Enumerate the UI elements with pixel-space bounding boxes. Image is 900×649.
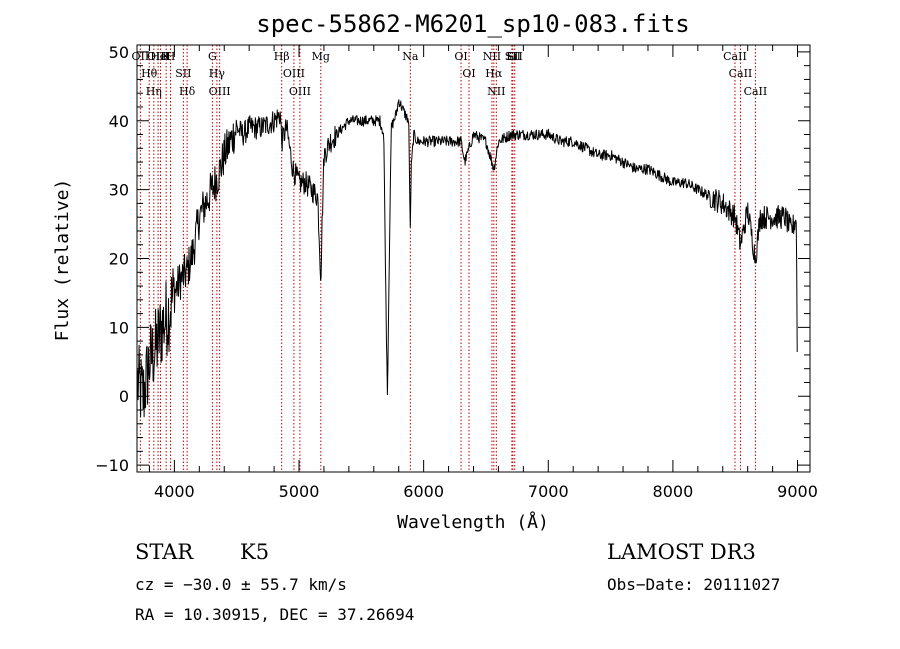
spectral-line-labels: OIIHθHηOIIIHeIKHSIIHδGHγOIIIHβOIIIOIIIMg… <box>132 50 768 98</box>
spectral-line-label: Li <box>506 50 517 63</box>
spectral-line-label: Hδ <box>179 85 196 98</box>
y-axis-label: Flux (relative) <box>52 179 73 342</box>
spectral-line-label: OIII <box>289 85 311 98</box>
spectrum-line <box>137 99 798 418</box>
spectral-line-label: Hθ <box>141 67 158 80</box>
chart-title: spec-55862-M6201_sp10-083.fits <box>256 10 689 38</box>
y-tick-label: 0 <box>119 387 129 406</box>
spectral-line-label: SII <box>507 50 523 63</box>
spectral-line-label: G <box>208 50 217 63</box>
spectral-line-label: Mg <box>312 50 330 63</box>
redshift-cz: cz = −30.0 ± 55.7 km/s <box>135 575 347 594</box>
plot-frame <box>136 44 811 473</box>
spectral-line-label: OI <box>462 67 475 80</box>
spectral-line-label: NII <box>483 50 501 63</box>
spectral-line-label: CaII <box>729 67 753 80</box>
y-tick-label: 20 <box>109 250 129 269</box>
spectral-line-label: Hη <box>146 85 162 98</box>
spectral-line-label: Hγ <box>209 67 226 80</box>
y-tick-label: 30 <box>109 181 129 200</box>
spectral-line-label: HeI <box>150 50 170 63</box>
spectral-line-label: Hα <box>485 67 503 80</box>
spectral-line-label: NII <box>487 85 505 98</box>
x-tick-label: 9000 <box>777 482 818 501</box>
x-tick-label: 6000 <box>403 482 444 501</box>
spectral-line-label: CaII <box>723 50 747 63</box>
spectral-line-label: Na <box>402 50 419 63</box>
spectral-line-label: Hβ <box>274 50 290 63</box>
observation-date: Obs−Date: 20111027 <box>607 575 780 594</box>
spectral-line-label: K <box>162 50 171 63</box>
x-tick-label: 5000 <box>279 482 320 501</box>
spectral-line-label: SII <box>175 67 191 80</box>
x-axis: 4000 5000 6000 7000 8000 9000 <box>148 45 818 501</box>
spectral-line-label: OIII <box>283 67 305 80</box>
spectral-line-label: H <box>166 50 176 63</box>
x-tick-label: 4000 <box>154 482 195 501</box>
survey-name: LAMOST DR3 <box>607 540 756 564</box>
spectral-line-label: SII <box>505 50 521 63</box>
object-class: STAR <box>135 540 194 564</box>
spectral-lines <box>139 45 756 472</box>
x-tick-label: 7000 <box>528 482 569 501</box>
y-tick-label: 10 <box>109 318 129 337</box>
spectral-line-label: OIII <box>147 50 169 63</box>
ra-dec: RA = 10.30915, DEC = 37.26694 <box>135 605 414 624</box>
y-tick-label: −10 <box>95 456 129 475</box>
y-axis: −10 0 10 20 30 40 50 <box>95 43 810 475</box>
y-tick-label: 50 <box>109 43 129 62</box>
object-subclass: K5 <box>240 540 269 564</box>
y-tick-label: 40 <box>109 112 129 131</box>
x-tick-label: 8000 <box>653 482 694 501</box>
spectral-line-label: OII <box>132 50 150 63</box>
spectrum-series <box>137 99 798 418</box>
x-axis-label: Wavelength (Å) <box>397 511 549 533</box>
spectral-line-label: CaII <box>744 85 768 98</box>
spectral-line-label: OIII <box>209 85 231 98</box>
spectral-line-label: OI <box>454 50 467 63</box>
